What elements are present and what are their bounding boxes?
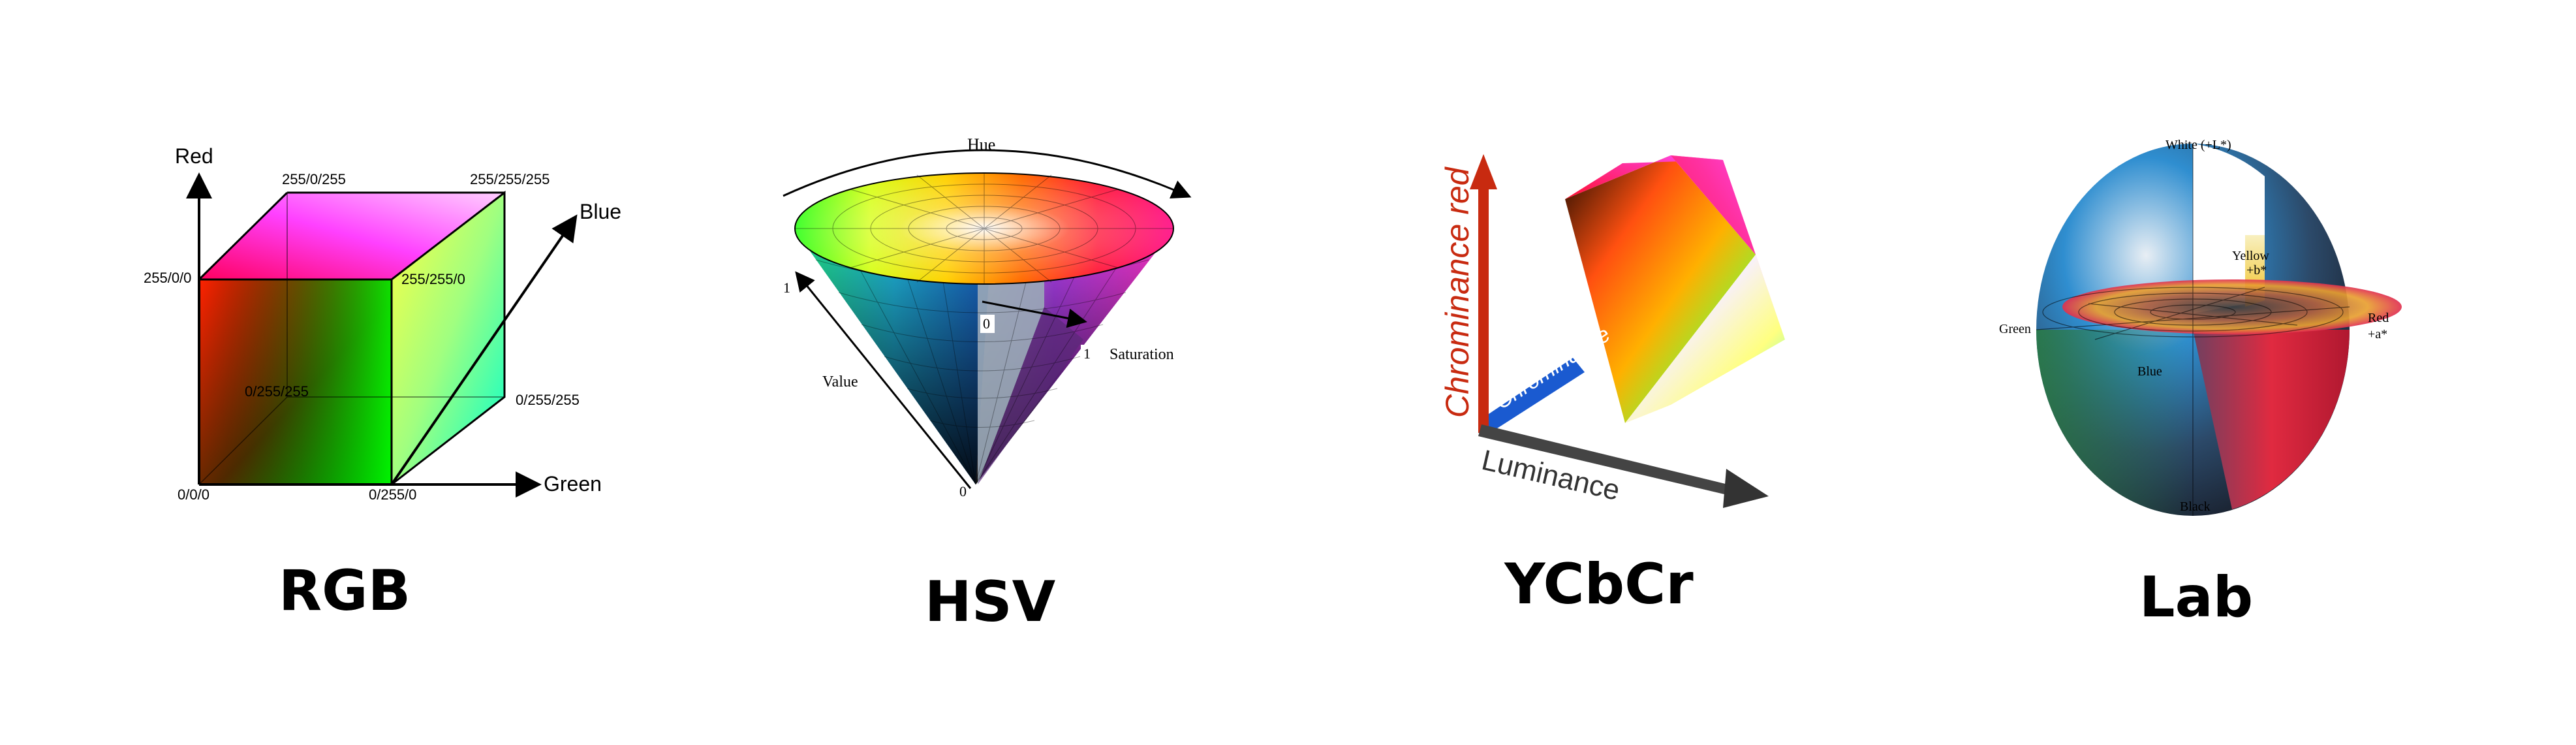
rgb-top-face [199,193,504,279]
corner-blue-back-label: 0/255/255 [245,383,309,400]
cr-axis-arrowhead [1470,154,1497,189]
lab-ab-plane [2062,279,2402,334]
lab-green-region [2036,330,2193,516]
luminance-axis-arrowhead [1723,469,1769,508]
corner-white-label: 255/255/255 [470,171,550,187]
lab-panel: White (+L*) Yellow +b* Red +a* Green Blu… [1958,0,2576,745]
lab-blue-label: Blue [2137,364,2162,379]
green-axis-label: Green [544,472,602,496]
rgb-panel: Red Green Blue 0/0/0 255/0/0 0/255/0 255… [0,0,653,745]
sat-one-box [1081,345,1095,363]
blue-axis-label: Blue [580,200,621,223]
corner-red-label: 255/0/0 [144,270,191,286]
rgb-caption: RGB [278,558,411,624]
sat-zero-label: 0 [983,315,990,332]
value-min-label: 0 [959,483,967,499]
rgb-cube-diagram: Red Green Blue 0/0/0 255/0/0 0/255/0 255… [144,144,621,503]
cr-axis-bar [1478,188,1489,433]
corner-green-label: 0/255/0 [369,486,416,503]
hsv-cone-diagram: Hue Saturation Value 1 0 0 1 [783,135,1192,499]
hsv-wedge-cut [978,242,1044,484]
cr-axis-label: Chrominance red [1439,166,1476,418]
hsv-disk-rim [794,172,1174,285]
ycbcr-diagram: Chrominance red Chrominance Luminance [1439,154,1785,508]
lab-red-axis-label: +a* [2368,327,2387,341]
hue-arc-arrow [783,149,1192,198]
hsv-caption: HSV [924,569,1056,635]
lab-sphere-diagram: White (+L*) Yellow +b* Red +a* Green Blu… [1999,138,2402,516]
ycbcr-cube-side [1625,255,1785,423]
sat-zero-box [980,315,995,333]
lab-red-octant [2193,330,2350,509]
saturation-label: Saturation [1110,346,1174,363]
lab-red-label: Red [2368,311,2389,325]
ycbcr-cube-top-right [1671,155,1785,340]
ycbcr-panel: Chrominance red Chrominance Luminance YC… [1305,0,1958,745]
corner-magenta-label: 255/0/255 [282,171,346,187]
lab-black-label: Black [2180,499,2211,514]
lab-yellow-axis-label: +b* [2246,263,2267,277]
corner-cyan-label: 0/255/255 [516,392,580,408]
sat-one-label: 1 [1083,345,1091,362]
ycbcr-cube-front [1565,155,1756,423]
hsv-panel: Hue Saturation Value 1 0 0 1 HSV [653,0,1305,745]
rgb-side-face [392,193,504,484]
red-axis-label: Red [175,144,213,168]
ycbcr-caption: YCbCr [1504,552,1694,617]
lab-white-label: White (+L*) [2165,138,2231,152]
lab-green-label: Green [1999,322,2031,336]
value-max-label: 1 [783,279,790,296]
hsv-hue-disk-center [795,173,1173,284]
rgb-front-face-overlay [199,279,392,484]
corner-yellow-label: 255/255/0 [401,271,465,287]
luminance-axis-label: Luminance [1479,444,1623,507]
lab-caption: Lab [2139,565,2254,630]
cb-axis-label: Chrominance [1491,322,1615,415]
saturation-arrow [982,300,1087,328]
corner-origin-label: 0/0/0 [178,486,209,503]
value-arrow [795,271,972,489]
hue-label: Hue [967,135,995,154]
blue-axis [390,214,578,486]
value-label: Value [822,373,858,390]
luminance-axis-bar [1478,424,1736,496]
cb-axis-bar [1483,358,1585,434]
lab-yellow-label: Yellow [2232,249,2269,263]
hsv-wedge-side [978,307,1083,484]
